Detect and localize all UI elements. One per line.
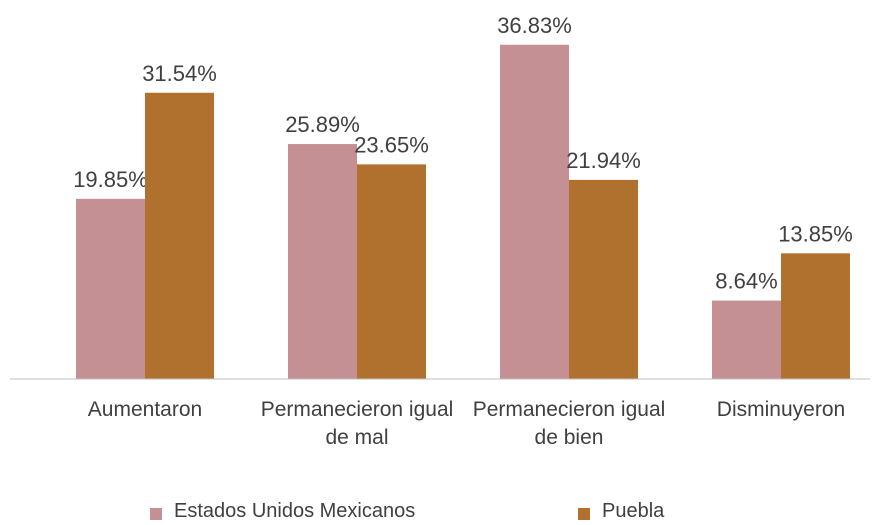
bar <box>569 179 638 379</box>
bar <box>145 92 214 379</box>
legend-label: Estados Unidos Mexicanos <box>174 500 416 522</box>
value-label: 21.94% <box>566 148 641 173</box>
bar <box>781 253 850 379</box>
value-label: 8.64% <box>715 269 777 294</box>
value-label: 13.85% <box>778 221 853 246</box>
value-label: 25.89% <box>285 112 360 137</box>
legend-label: Puebla <box>602 500 665 522</box>
bar <box>712 300 781 379</box>
value-label: 19.85% <box>73 167 148 192</box>
bar <box>288 144 357 379</box>
value-label: 31.54% <box>142 61 217 86</box>
bar <box>500 44 569 379</box>
x-tick-label: Disminuyeron <box>716 398 846 421</box>
x-tick-label: Permanecieron igual de mal <box>260 398 454 449</box>
x-tick-label: Aumentaron <box>87 398 203 421</box>
value-label: 36.83% <box>497 13 572 38</box>
legend-swatch <box>150 508 162 520</box>
value-label: 23.65% <box>354 132 429 157</box>
bar <box>76 198 145 379</box>
legend-swatch <box>578 508 590 520</box>
x-tick-label: Permanecieron igual de bien <box>472 398 666 449</box>
bar <box>357 164 426 379</box>
